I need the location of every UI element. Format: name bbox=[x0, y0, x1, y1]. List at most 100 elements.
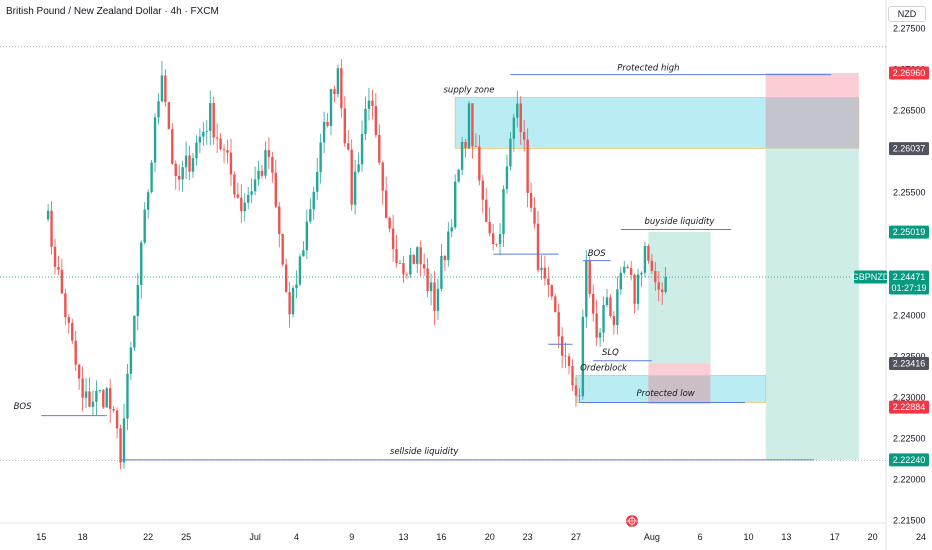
candle-body bbox=[509, 138, 512, 167]
price-tag-label: 2.22884 bbox=[893, 402, 926, 412]
candle-body bbox=[464, 142, 467, 149]
time-tick-label: 20 bbox=[868, 532, 878, 542]
candle-body bbox=[133, 315, 136, 348]
candle-body bbox=[547, 278, 550, 286]
candle-body bbox=[240, 197, 243, 212]
candle-body bbox=[77, 364, 81, 379]
candle-body bbox=[381, 162, 384, 191]
candle-body bbox=[50, 210, 53, 247]
candle-body bbox=[636, 274, 640, 304]
plot-area bbox=[41, 59, 860, 470]
candle-body bbox=[540, 267, 543, 271]
candle-body bbox=[557, 312, 560, 337]
time-tick-label: 6 bbox=[698, 532, 703, 542]
price-tag-label: 2.26960 bbox=[893, 68, 926, 78]
candle-body bbox=[126, 373, 129, 419]
target-zone-right[interactable] bbox=[765, 148, 859, 460]
candle-body bbox=[288, 292, 291, 315]
time-tick-label: 23 bbox=[523, 532, 533, 542]
candle-body bbox=[257, 170, 260, 180]
candle-body bbox=[616, 289, 619, 326]
candle-body bbox=[412, 254, 415, 264]
price-tag-label: 2.25019 bbox=[893, 227, 926, 237]
candle-body bbox=[267, 150, 271, 157]
candle-body bbox=[385, 190, 388, 218]
candle-body bbox=[657, 282, 660, 290]
time-tick-label: Jul bbox=[249, 532, 261, 542]
price-tick-label: 2.23500 bbox=[893, 352, 926, 362]
currency-selector[interactable]: NZD bbox=[888, 6, 926, 22]
candle-body bbox=[119, 428, 122, 463]
candle-body bbox=[322, 121, 326, 143]
candle-body bbox=[391, 228, 395, 250]
candle-body bbox=[102, 390, 105, 408]
price-tag: 2.26037 bbox=[889, 142, 929, 156]
price-tick-label: 2.21500 bbox=[893, 516, 926, 526]
candle-body bbox=[578, 395, 581, 397]
candle-body bbox=[140, 242, 143, 285]
price-tick-label: 2.27500 bbox=[893, 24, 926, 34]
symbol-label: GBPNZD bbox=[852, 272, 890, 282]
candle-body bbox=[367, 100, 371, 109]
candle-body bbox=[60, 269, 64, 294]
stop-zone-right[interactable] bbox=[765, 72, 859, 98]
candle-body bbox=[174, 163, 177, 176]
candle-body bbox=[105, 388, 108, 408]
candle-body bbox=[378, 134, 381, 163]
supply-zone-label: supply zone bbox=[444, 86, 495, 96]
candle-body bbox=[571, 366, 574, 386]
candle-body bbox=[619, 272, 622, 290]
grey-overlap-zone[interactable] bbox=[765, 97, 859, 149]
candle-body bbox=[312, 191, 315, 210]
candle-body bbox=[250, 191, 253, 195]
candle-body bbox=[112, 408, 115, 411]
candle-body bbox=[554, 296, 557, 313]
candle-body bbox=[205, 130, 208, 132]
candle-body bbox=[88, 391, 91, 407]
candle-body bbox=[340, 68, 343, 109]
economic-event-icon[interactable] bbox=[626, 515, 638, 527]
candle-body bbox=[71, 322, 74, 341]
candles bbox=[46, 59, 667, 470]
candle-body bbox=[592, 293, 595, 314]
candle-body bbox=[633, 274, 636, 304]
candle-body bbox=[495, 244, 498, 245]
candle-body bbox=[612, 316, 616, 326]
price-tag-label: 2.23416 bbox=[893, 358, 926, 368]
candle-body bbox=[302, 250, 305, 257]
candle-body bbox=[226, 150, 229, 153]
time-tick-label: 13 bbox=[398, 532, 408, 542]
price-tick-label: 2.22500 bbox=[893, 434, 926, 444]
candle-body bbox=[609, 297, 612, 317]
candle-body bbox=[233, 174, 236, 195]
price-tag: 2.22884 bbox=[889, 400, 929, 414]
candle-body bbox=[440, 255, 443, 289]
candle-body bbox=[298, 256, 302, 285]
candle-body bbox=[46, 210, 50, 220]
time-tick-label: 9 bbox=[349, 532, 354, 542]
candle-body bbox=[485, 199, 488, 222]
chart-title: British Pound / New Zealand Dollar · 4h … bbox=[6, 6, 219, 17]
candle-body bbox=[157, 101, 160, 118]
price-tag: 2.22240 bbox=[889, 453, 929, 467]
candle-body bbox=[122, 418, 126, 463]
candle-body bbox=[64, 293, 67, 318]
candle-body bbox=[333, 89, 336, 95]
candle-body bbox=[585, 260, 588, 317]
candle-body bbox=[516, 103, 519, 118]
candle-body bbox=[188, 155, 191, 172]
candle-body bbox=[360, 134, 364, 165]
bos-right-label: BOS bbox=[588, 249, 607, 259]
candle-body bbox=[164, 75, 167, 103]
candle-body bbox=[264, 150, 267, 176]
candle-body bbox=[160, 75, 164, 102]
candle-body bbox=[498, 234, 502, 245]
target-zone-mid[interactable] bbox=[648, 231, 711, 364]
time-axis[interactable]: 15182225Jul491316202327Aug6101317202427 bbox=[36, 532, 932, 542]
candle-body bbox=[184, 155, 188, 168]
grey-overlap-zone-mid[interactable] bbox=[648, 375, 711, 403]
candle-body bbox=[626, 266, 629, 269]
candle-body bbox=[95, 391, 98, 402]
candle-body bbox=[209, 103, 212, 131]
